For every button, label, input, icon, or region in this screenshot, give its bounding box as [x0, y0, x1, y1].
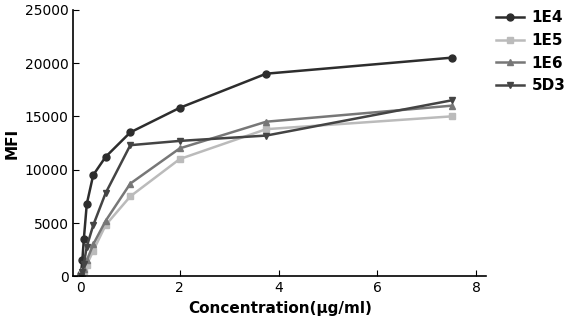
- 5D3: [176, 139, 183, 143]
- 5D3: [448, 99, 455, 102]
- Y-axis label: MFI: MFI: [4, 127, 19, 159]
- 1E4: [90, 173, 97, 177]
- 1E5: [448, 115, 455, 118]
- 1E6: [127, 182, 134, 186]
- 1E4: [84, 202, 90, 206]
- 1E6: [176, 147, 183, 150]
- 1E5: [81, 269, 88, 273]
- 1E4: [448, 56, 455, 60]
- 1E6: [84, 259, 90, 262]
- 1E5: [84, 263, 90, 267]
- 5D3: [102, 191, 109, 195]
- 1E4: [81, 237, 88, 241]
- 1E4: [77, 272, 84, 276]
- 1E5: [176, 157, 183, 161]
- 1E6: [90, 243, 97, 246]
- Line: 1E4: 1E4: [77, 54, 455, 278]
- 5D3: [127, 143, 134, 147]
- 1E6: [263, 120, 270, 124]
- 5D3: [77, 274, 84, 278]
- Legend: 1E4, 1E5, 1E6, 5D3: 1E4, 1E5, 1E6, 5D3: [490, 4, 571, 100]
- 1E5: [77, 274, 84, 278]
- 1E4: [263, 72, 270, 76]
- 1E5: [263, 127, 270, 131]
- 5D3: [84, 244, 90, 248]
- 1E5: [102, 223, 109, 227]
- 5D3: [263, 134, 270, 138]
- X-axis label: Concentration(μg/ml): Concentration(μg/ml): [188, 301, 372, 316]
- Line: 1E6: 1E6: [77, 102, 455, 279]
- 1E4: [79, 259, 86, 262]
- 1E6: [79, 272, 86, 276]
- 1E4: [127, 131, 134, 134]
- 1E6: [81, 267, 88, 271]
- 1E5: [79, 272, 86, 276]
- 1E6: [77, 274, 84, 278]
- 1E4: [176, 106, 183, 110]
- 5D3: [81, 262, 88, 266]
- 1E5: [127, 195, 134, 198]
- 1E6: [102, 219, 109, 223]
- 1E4: [102, 155, 109, 159]
- 1E6: [448, 104, 455, 108]
- 1E5: [90, 249, 97, 253]
- 5D3: [90, 223, 97, 227]
- Line: 5D3: 5D3: [77, 97, 455, 279]
- 5D3: [79, 270, 86, 274]
- Line: 1E5: 1E5: [77, 113, 455, 279]
